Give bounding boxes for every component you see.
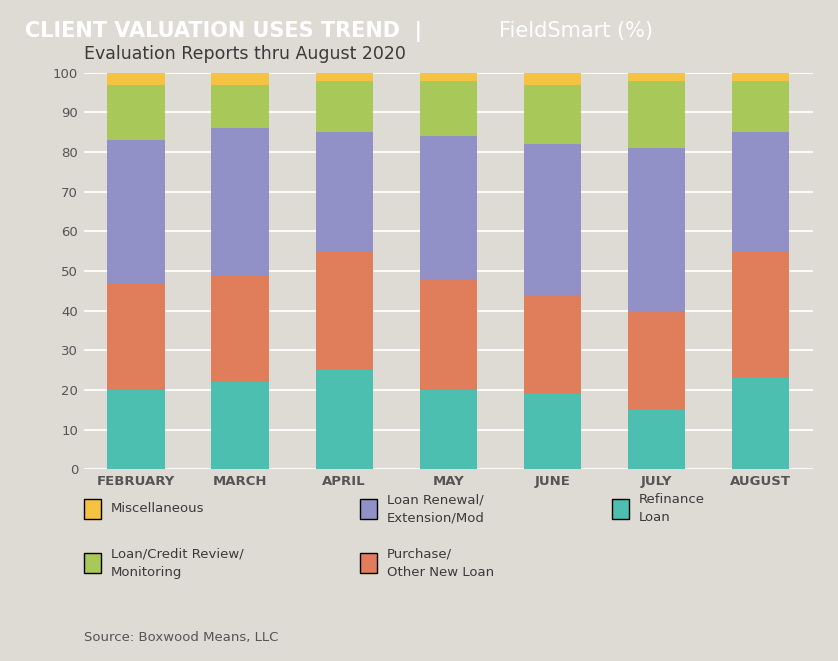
Bar [107,85,164,140]
Bar [211,275,269,382]
Text: FieldSmart (%): FieldSmart (%) [499,21,653,42]
Bar [107,73,164,85]
Bar [628,410,685,469]
Text: Loan Renewal/
Extension/Mod: Loan Renewal/ Extension/Mod [387,494,485,524]
Text: Miscellaneous: Miscellaneous [111,502,204,516]
Bar [316,73,373,81]
Bar [211,85,269,128]
Bar [628,81,685,148]
Bar [732,73,789,81]
Bar [732,378,789,469]
Text: CLIENT VALUATION USES TREND  |: CLIENT VALUATION USES TREND | [25,21,437,42]
Bar [107,140,164,283]
Bar [211,128,269,275]
Bar [316,81,373,132]
Bar [420,390,477,469]
Bar [732,132,789,251]
Bar [316,370,373,469]
Bar [732,251,789,378]
Text: Refinance
Loan: Refinance Loan [639,494,705,524]
Bar [524,73,581,85]
Bar [628,311,685,410]
Bar [107,283,164,390]
Bar [524,85,581,144]
Bar [524,394,581,469]
Bar [420,136,477,279]
Bar [420,81,477,136]
Bar [628,148,685,311]
Bar [211,73,269,85]
Bar [420,279,477,390]
Text: Evaluation Reports thru August 2020: Evaluation Reports thru August 2020 [84,45,406,63]
Bar [107,390,164,469]
Bar [628,73,685,81]
Text: Loan/Credit Review/
Monitoring: Loan/Credit Review/ Monitoring [111,548,243,578]
Bar [420,73,477,81]
Text: Source: Boxwood Means, LLC: Source: Boxwood Means, LLC [84,631,278,644]
Bar [524,295,581,394]
Text: Purchase/
Other New Loan: Purchase/ Other New Loan [387,548,494,578]
Bar [732,81,789,132]
Bar [211,382,269,469]
Bar [316,251,373,370]
Bar [524,144,581,295]
Bar [316,132,373,251]
